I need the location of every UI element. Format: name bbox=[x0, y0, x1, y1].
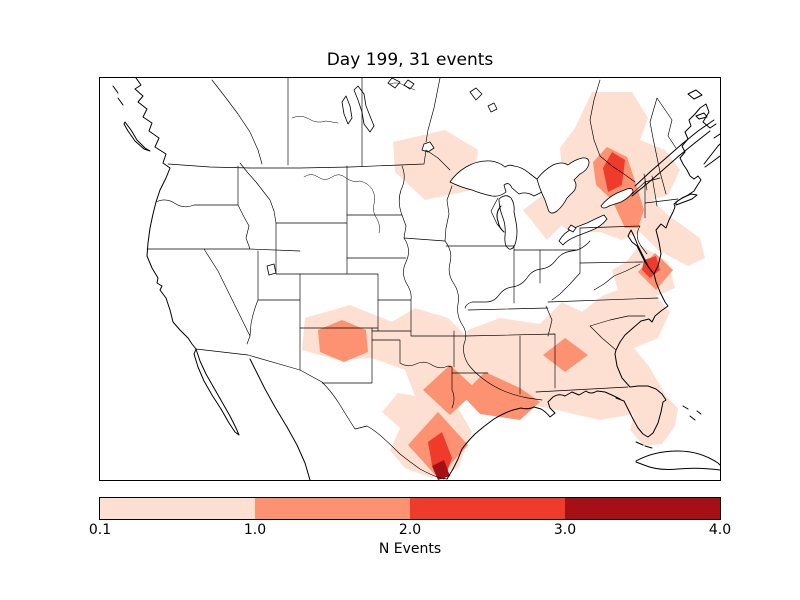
pacific-coastline bbox=[134, 78, 197, 350]
map-frame bbox=[99, 77, 721, 481]
lake-huron bbox=[536, 157, 590, 214]
patch-ne-new-mexico bbox=[318, 320, 368, 362]
patch-rio-grande-max bbox=[432, 460, 450, 480]
lake-winnipegosis bbox=[341, 95, 353, 125]
patch-east-texas bbox=[423, 365, 477, 415]
ontario-small-lake bbox=[487, 102, 498, 113]
great-salt-lake bbox=[266, 263, 277, 276]
lake-winnipeg bbox=[353, 85, 375, 133]
long-island bbox=[675, 193, 698, 206]
us-map-canvas bbox=[112, 78, 720, 480]
lake-of-the-woods bbox=[421, 141, 435, 153]
colorbar-tick: 2.0 bbox=[398, 522, 422, 538]
patch-chesapeake-core bbox=[642, 256, 660, 278]
state-borders-midwest-south bbox=[445, 197, 659, 395]
mexico-border-rio-grande bbox=[195, 348, 448, 480]
anticosti-island bbox=[687, 89, 708, 120]
plot-title: Day 199, 31 events bbox=[326, 50, 494, 70]
bahamas-islets bbox=[635, 405, 702, 449]
colorbar-segment-3 bbox=[410, 498, 565, 519]
contour-layer-level-4 bbox=[432, 460, 450, 480]
green-bay bbox=[496, 205, 505, 233]
cuba bbox=[635, 450, 720, 471]
north-lake-b bbox=[403, 79, 415, 90]
missouri-river bbox=[291, 82, 416, 234]
vancouver-island bbox=[112, 85, 151, 152]
canada-borders bbox=[167, 78, 636, 183]
state-borders-west bbox=[146, 162, 379, 384]
contour-layer-level-1 bbox=[302, 92, 705, 478]
colorbar-segment-2 bbox=[255, 498, 410, 519]
lake-michigan bbox=[498, 195, 518, 250]
colorbar-tick: 0.1 bbox=[88, 522, 112, 538]
colorbar-axis-label: N Events bbox=[378, 541, 442, 557]
baja-california bbox=[193, 348, 240, 436]
gulf-of-california-shore bbox=[249, 358, 311, 480]
colorbar-segment-4 bbox=[565, 498, 720, 519]
colorbar-tick: 4.0 bbox=[708, 522, 732, 538]
state-borders bbox=[146, 78, 679, 480]
great-lakes bbox=[266, 78, 634, 276]
colorbar bbox=[99, 497, 721, 520]
colorbar-segment-1 bbox=[100, 498, 255, 519]
patch-upstate-ny-core bbox=[603, 152, 625, 192]
lake-st-clair bbox=[567, 224, 577, 233]
nova-scotia bbox=[703, 133, 720, 168]
state-borders-east bbox=[551, 97, 679, 301]
colorbar-tick: 1.0 bbox=[243, 522, 267, 538]
colorbar-tick: 3.0 bbox=[553, 522, 577, 538]
lake-nipigon bbox=[469, 87, 483, 101]
patch-alabama-georgia bbox=[543, 338, 588, 372]
mississippi-river-borders bbox=[444, 185, 543, 401]
gulf-atlantic-coastline bbox=[446, 103, 717, 480]
st-lawrence-river bbox=[631, 119, 715, 197]
coastlines bbox=[112, 78, 720, 480]
lake-ontario bbox=[600, 188, 634, 209]
